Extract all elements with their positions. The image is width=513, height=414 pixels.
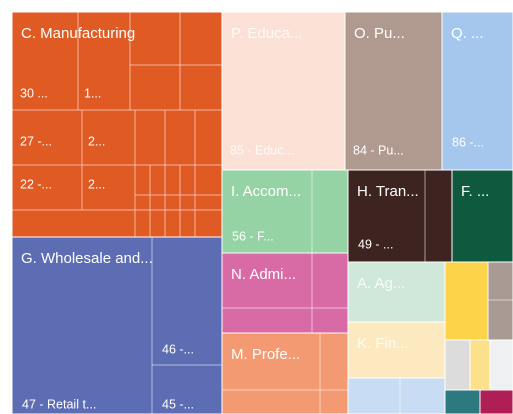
sub-label: 2...	[88, 177, 105, 191]
tile-label: C. Manufacturing	[21, 25, 135, 42]
sub-label: 46 -...	[162, 342, 194, 356]
tile[interactable]	[489, 339, 513, 391]
tile[interactable]	[221, 11, 346, 171]
tile[interactable]	[451, 169, 513, 263]
tile[interactable]	[444, 339, 471, 391]
tile[interactable]	[444, 261, 489, 341]
sub-label: 86 -...	[452, 135, 484, 149]
tile-label: G. Wholesale and...	[21, 250, 153, 267]
tile-label: K. Fin...	[357, 335, 409, 352]
sub-label: 30 ...	[20, 86, 48, 100]
tile[interactable]	[347, 377, 446, 414]
tile-label: P. Educa...	[231, 25, 302, 42]
sub-label: 47 - Retail t...	[22, 397, 96, 411]
sub-label: 22 -...	[20, 177, 52, 191]
tile-label: O. Pu...	[354, 25, 405, 42]
tile-label: N. Admi...	[231, 266, 296, 283]
sub-label: 85 - Educ...	[230, 143, 294, 157]
tile[interactable]	[221, 332, 349, 414]
tile[interactable]	[347, 261, 446, 323]
tile-label: H. Tran...	[357, 183, 419, 200]
tile[interactable]	[479, 389, 513, 414]
tile-label: I. Accom...	[231, 183, 301, 200]
sub-label: 56 - F...	[232, 229, 274, 243]
sub-label: 2...	[88, 134, 105, 148]
tile-label: M. Profe...	[231, 346, 300, 363]
tile-label: Q. ...	[451, 25, 484, 42]
tile[interactable]	[221, 252, 349, 334]
tile[interactable]	[441, 11, 513, 171]
tile[interactable]	[487, 261, 513, 341]
tile[interactable]	[11, 11, 223, 238]
sub-label: 84 - Pu...	[353, 143, 404, 157]
tile-label: A. Ag...	[357, 275, 405, 292]
sub-label: 45 -...	[162, 397, 194, 411]
sub-label: 49 - ...	[358, 237, 393, 251]
tile[interactable]	[469, 339, 491, 391]
tile[interactable]	[444, 389, 481, 414]
sub-label: 1...	[84, 86, 101, 100]
tile[interactable]	[11, 236, 223, 414]
tile-label: F. ...	[461, 183, 489, 200]
sub-label: 27 -...	[20, 134, 52, 148]
tile[interactable]	[221, 169, 349, 254]
